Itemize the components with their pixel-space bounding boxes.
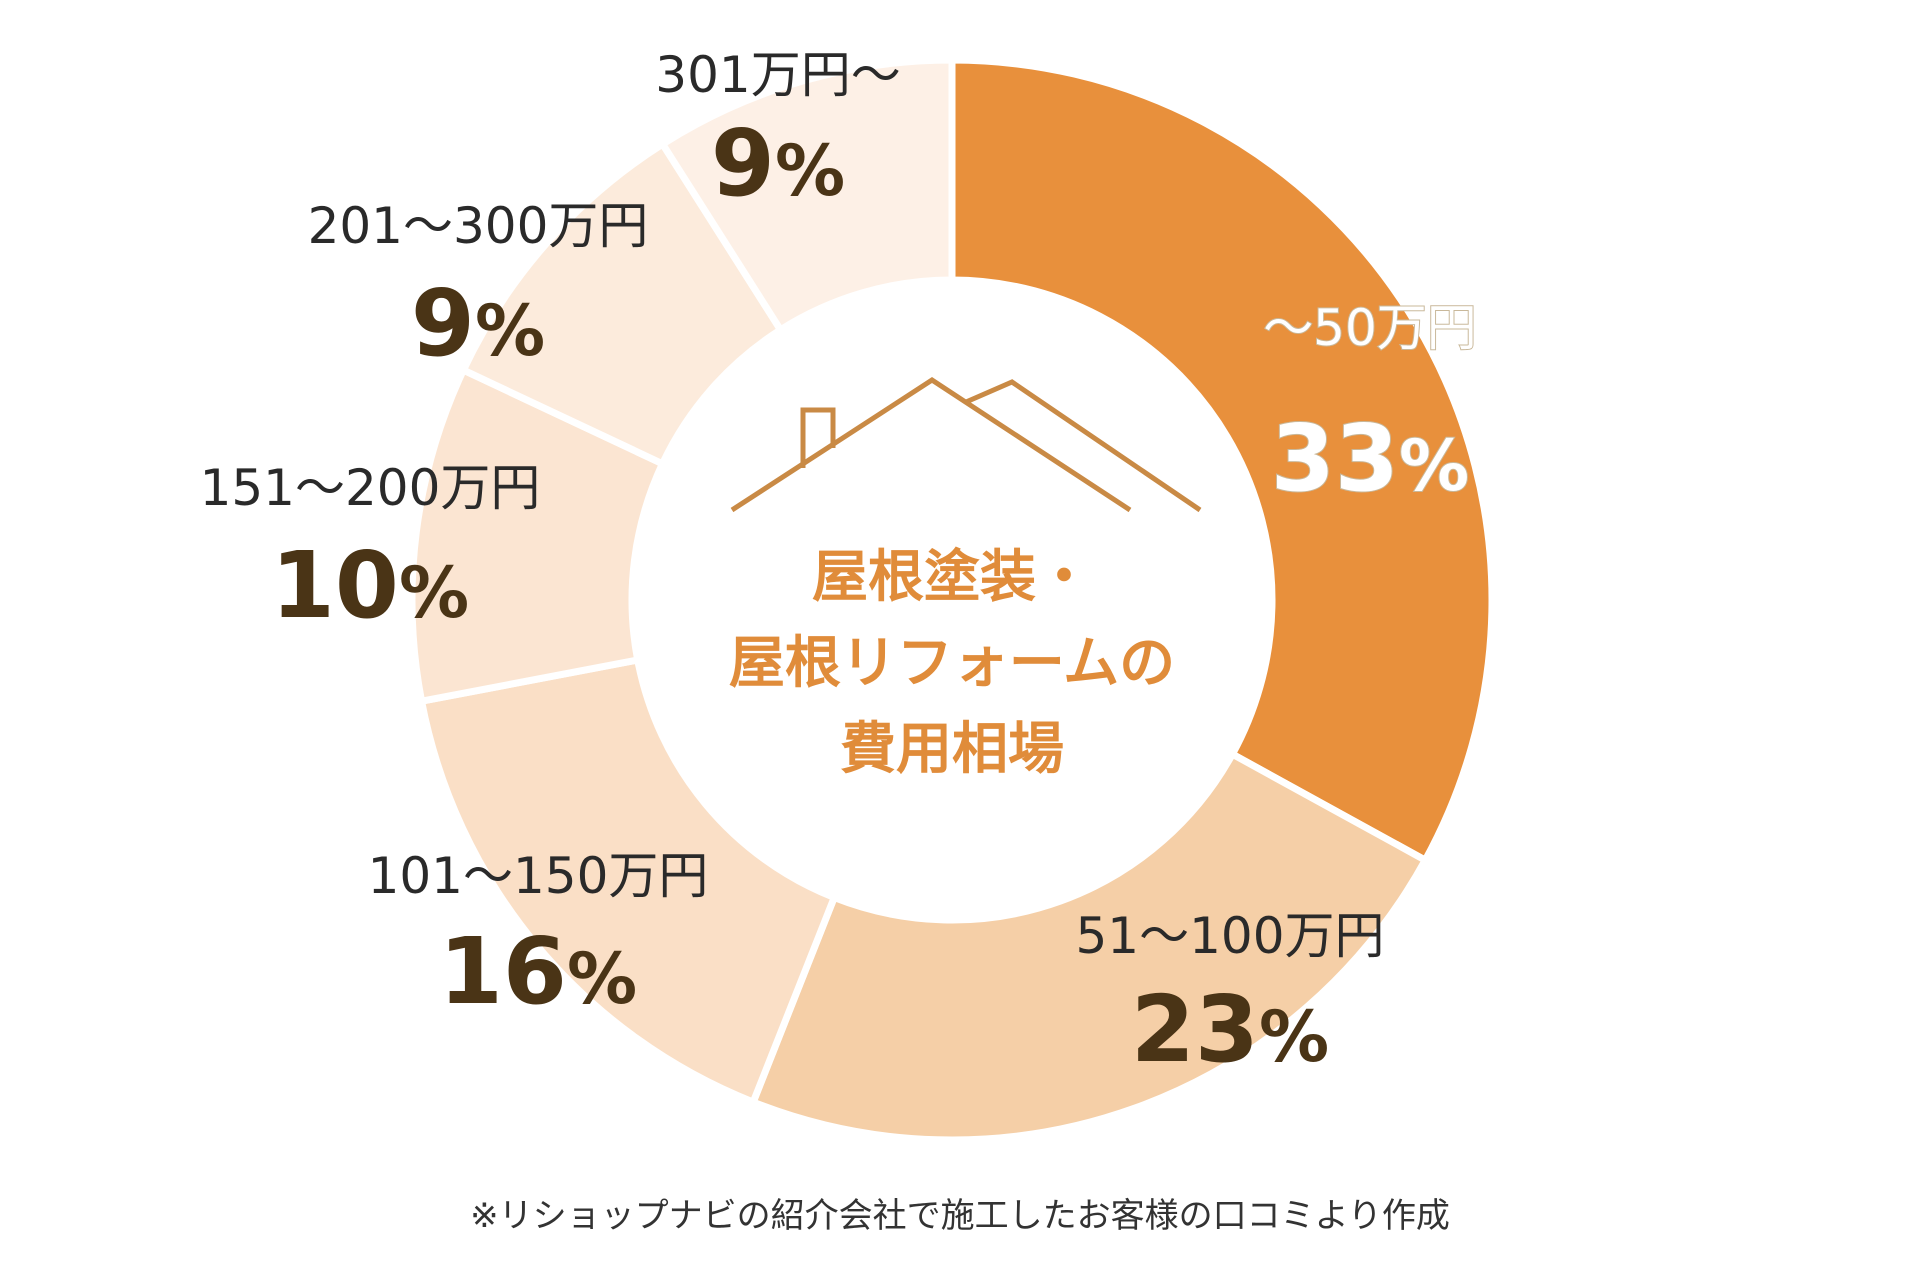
segment-category-label: 101～150万円 — [368, 847, 709, 905]
segment-percent-label: 16% — [439, 918, 637, 1025]
segment-percent-label: 10% — [271, 532, 469, 639]
center-title-line-2: 屋根リフォームの — [729, 631, 1175, 696]
house-roof-icon — [730, 377, 1202, 513]
center-title-line-3: 費用相場 — [840, 717, 1064, 782]
segment-percent-label: 33% — [1271, 405, 1469, 512]
segment-percent-label: 9% — [711, 110, 845, 217]
segment-labels: ～50万円 33% 51～100万円 23% 101～150万円 16% 151～200万円… — [200, 46, 1478, 1083]
center-title: 屋根塗装・ 屋根リフォームの 費用相場 — [729, 545, 1175, 782]
segment-category-label: 151～200万円 — [200, 459, 541, 517]
segment-percent-label: 23% — [1131, 976, 1329, 1083]
segment-percent-label: 9% — [411, 270, 545, 377]
segment-category-label: 51～100万円 — [1075, 907, 1384, 965]
donut-hole — [632, 280, 1272, 920]
segment-category-label: 301万円～ — [655, 46, 900, 104]
segment-category-label: 201～300万円 — [308, 197, 649, 255]
center-title-line-1: 屋根塗装・ — [812, 545, 1092, 610]
segment-category-label: ～50万円 — [1263, 299, 1477, 357]
footnote: ※リショップナビの紹介会社で施工したお客様の口コミより作成 — [470, 1196, 1450, 1236]
